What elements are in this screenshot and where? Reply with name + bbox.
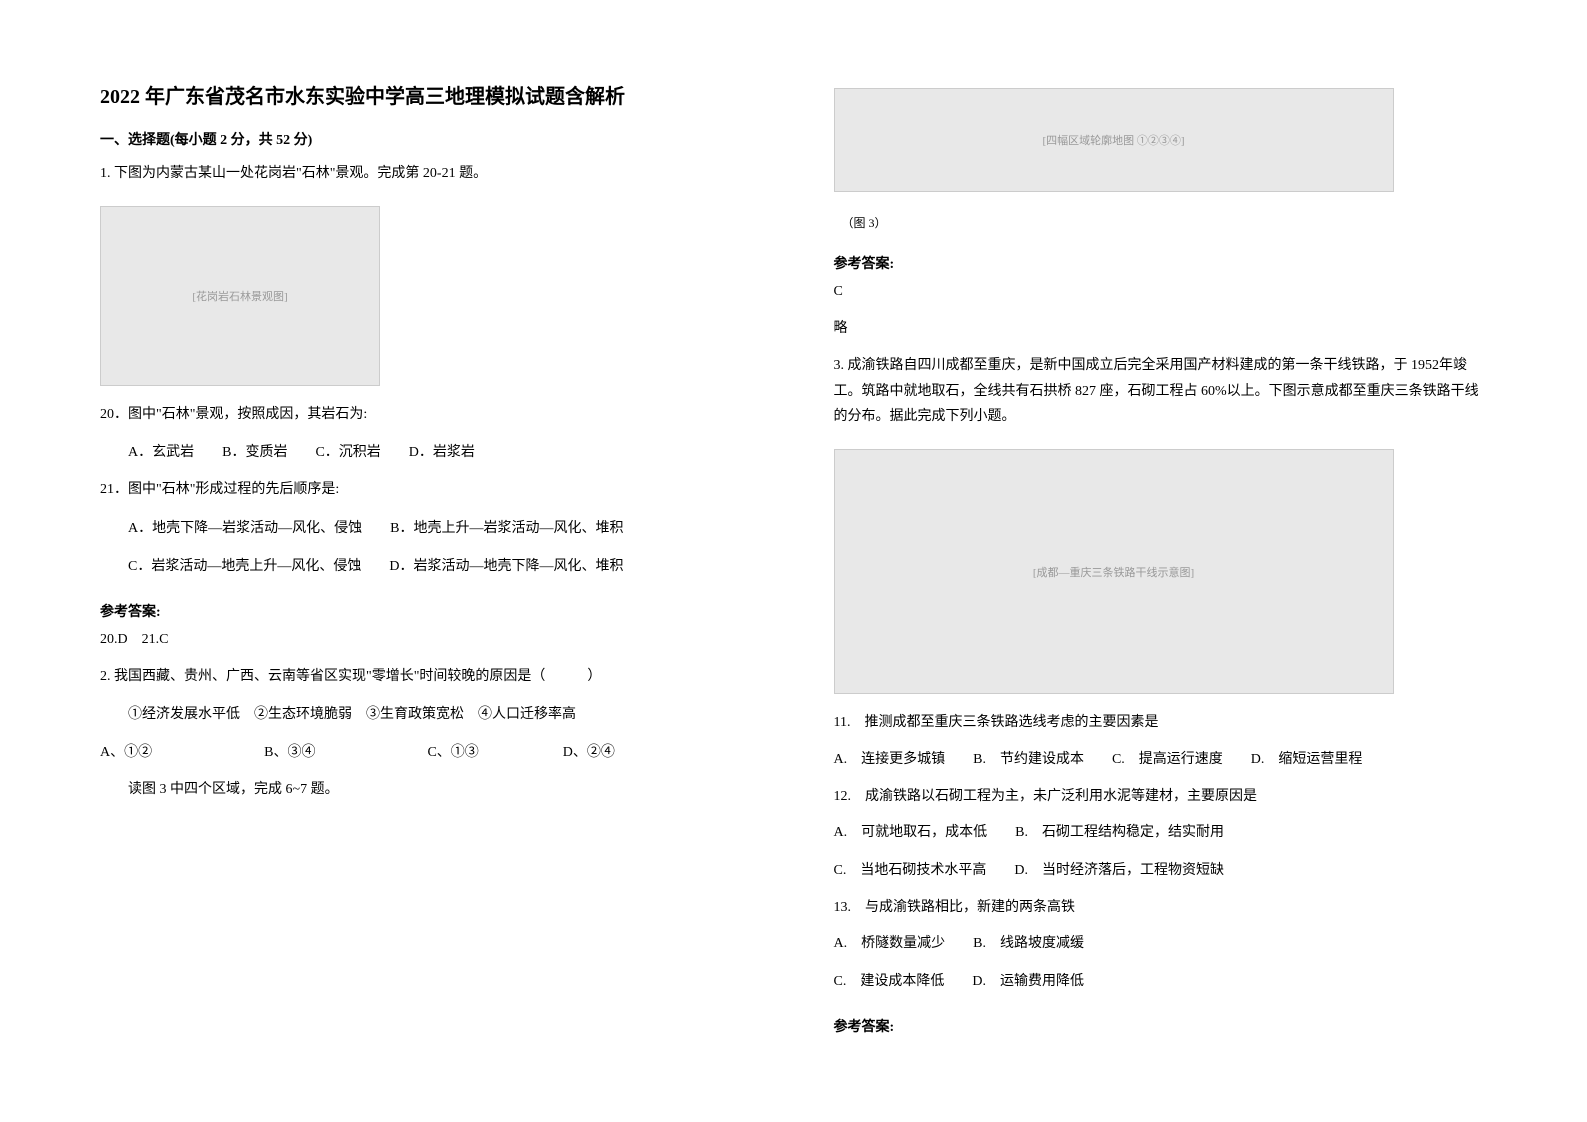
q3-map-label: [成都—重庆三条铁路干线示意图] (1033, 564, 1194, 580)
q20-options: A．玄武岩 B．变质岩 C．沉积岩 D．岩浆岩 (100, 439, 754, 467)
q2-stem: 2. 我国西藏、贵州、广西、云南等省区实现"零增长"时间较晚的原因是（ ） (100, 664, 754, 689)
q1-image-label: [花岗岩石林景观图] (192, 288, 287, 304)
q2-subs: ①经济发展水平低 ②生态环境脆弱 ③生育政策宽松 ④人口迁移率高 (100, 701, 754, 729)
q12-text: 12. 成渝铁路以石砌工程为主，未广泛利用水泥等建材，主要原因是 (834, 784, 1488, 809)
q1-image: [花岗岩石林景观图] (100, 206, 380, 386)
q2-answer-lue: 略 (834, 316, 1488, 341)
q3-map-image: [成都—重庆三条铁路干线示意图] (834, 449, 1394, 695)
page-title: 2022 年广东省茂名市水东实验中学高三地理模拟试题含解析 (100, 80, 754, 109)
q1-answer-label: 参考答案: (100, 601, 754, 621)
figure-3-image: [四幅区域轮廓地图 ①②③④] (834, 88, 1394, 192)
q2-answer-c: C (834, 279, 1488, 304)
q13-text: 13. 与成渝铁路相比，新建的两条高铁 (834, 895, 1488, 920)
q11-options: A. 连接更多城镇 B. 节约建设成本 C. 提高运行速度 D. 缩短运营里程 (834, 746, 1488, 774)
q2-lead: 读图 3 中四个区域，完成 6~7 题。 (100, 777, 754, 802)
figure-3-caption: （图 3） (842, 214, 1488, 231)
q21-text: 21．图中"石林"形成过程的先后顺序是: (100, 477, 754, 502)
q3-stem: 3. 成渝铁路自四川成都至重庆，是新中国成立后完全采用国产材料建成的第一条干线铁… (834, 353, 1488, 429)
q21-opt-cd: C．岩浆活动—地壳上升—风化、侵蚀 D．岩浆活动—地壳下降—风化、堆积 (100, 553, 754, 581)
right-column: [四幅区域轮廓地图 ①②③④] （图 3） 参考答案: C 略 3. 成渝铁路自… (834, 80, 1488, 1042)
q11-text: 11. 推测成都至重庆三条铁路选线考虑的主要因素是 (834, 710, 1488, 735)
q2-options: A、①② B、③④ C、①③ D、②④ (100, 739, 754, 767)
q21-opt-ab: A．地壳下降—岩浆活动—风化、侵蚀 B．地壳上升—岩浆活动—风化、堆积 (100, 515, 754, 543)
q3-answer-label: 参考答案: (834, 1016, 1488, 1036)
q1-answer: 20.D 21.C (100, 627, 754, 652)
section-heading: 一、选择题(每小题 2 分，共 52 分) (100, 129, 754, 149)
figure-3-label: [四幅区域轮廓地图 ①②③④] (1042, 132, 1184, 148)
left-column: 2022 年广东省茂名市水东实验中学高三地理模拟试题含解析 一、选择题(每小题 … (100, 80, 754, 1042)
q13-opt-ab: A. 桥隧数量减少 B. 线路坡度减缓 (834, 930, 1488, 958)
q13-opt-cd: C. 建设成本降低 D. 运输费用降低 (834, 968, 1488, 996)
q2-answer-label: 参考答案: (834, 253, 1488, 273)
q12-opt-ab: A. 可就地取石，成本低 B. 石砌工程结构稳定，结实耐用 (834, 819, 1488, 847)
q1-stem: 1. 下图为内蒙古某山一处花岗岩"石林"景观。完成第 20-21 题。 (100, 161, 754, 186)
q20-text: 20．图中"石林"景观，按照成因，其岩石为: (100, 402, 754, 427)
q12-opt-cd: C. 当地石砌技术水平高 D. 当时经济落后，工程物资短缺 (834, 857, 1488, 885)
